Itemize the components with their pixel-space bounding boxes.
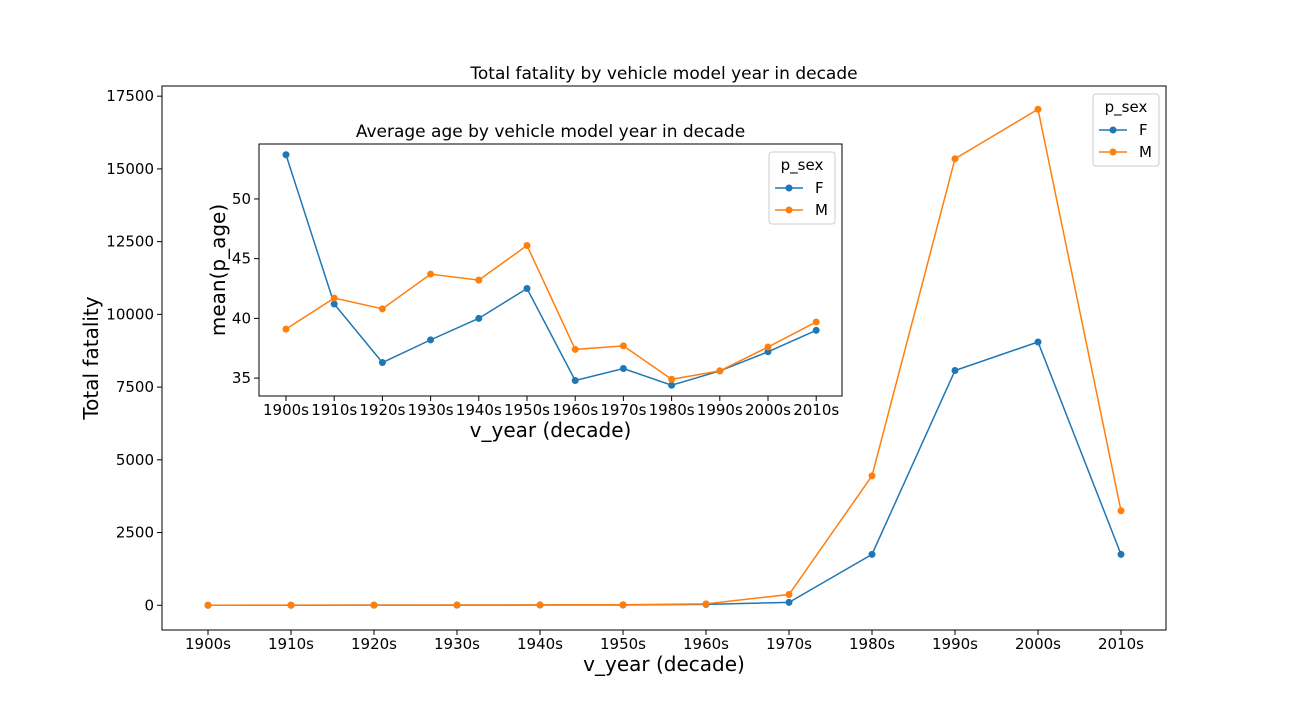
inset-chart: Average age by vehicle model year in dec…: [206, 122, 843, 442]
inset-plot-frame: [258, 143, 843, 397]
inset-data-point-M: [475, 276, 483, 284]
inset-series-line-M: [285, 244, 817, 381]
inset-xtick-label: 1940s: [456, 401, 502, 419]
main-data-point-M: [951, 155, 959, 163]
inset-data-point-M: [716, 367, 724, 375]
main-xtick-label: 2000s: [1015, 635, 1061, 653]
main-ytick-label: 0: [144, 596, 154, 614]
inset-data-point-M: [523, 242, 531, 250]
main-data-point-F: [785, 598, 793, 606]
main-legend-label-F: F: [1139, 121, 1148, 139]
main-ytick-label: 10000: [106, 305, 154, 323]
inset-data-point-M: [330, 294, 338, 302]
main-legend-marker-F: [1109, 126, 1117, 134]
main-ytick-label: 15000: [106, 160, 154, 178]
inset-data-point-M: [619, 342, 627, 350]
main-data-point-F: [1117, 550, 1125, 558]
main-data-point-M: [619, 601, 627, 609]
inset-xtick-label: 1930s: [408, 401, 454, 419]
main-ytick-label: 5000: [116, 451, 154, 469]
inset-data-point-F: [619, 365, 627, 373]
inset-xtick-label: 1910s: [311, 401, 357, 419]
inset-xtick-label: 2000s: [745, 401, 791, 419]
main-chart-title: Total fatality by vehicle model year in …: [469, 64, 857, 84]
inset-ytick-label: 35: [232, 369, 251, 387]
main-legend-label-M: M: [1139, 143, 1152, 161]
main-y-axis-label: Total fatality: [79, 296, 103, 420]
main-data-point-M: [785, 591, 793, 599]
inset-xtick-label: 1920s: [359, 401, 405, 419]
main-xtick-label: 1900s: [185, 635, 231, 653]
inset-legend-label-M: M: [815, 201, 828, 219]
inset-data-point-F: [330, 300, 338, 308]
inset-xtick-label: 1900s: [263, 401, 309, 419]
inset-chart-title: Average age by vehicle model year in dec…: [356, 122, 745, 142]
main-data-point-M: [1034, 105, 1042, 113]
inset-data-point-M: [282, 325, 290, 333]
inset-xtick-label: 1950s: [504, 401, 550, 419]
inset-ytick-label: 45: [232, 250, 251, 268]
main-legend-marker-M: [1109, 148, 1117, 156]
inset-ytick-label: 40: [232, 309, 251, 327]
inset-xtick-label: 1970s: [600, 401, 646, 419]
inset-data-point-F: [523, 285, 531, 293]
inset-legend-title: p_sex: [781, 156, 824, 175]
inset-data-point-F: [475, 314, 483, 322]
main-ytick-label: 2500: [116, 524, 154, 542]
inset-data-point-F: [427, 336, 435, 344]
main-data-point-M: [287, 601, 295, 609]
inset-x-axis-label: v_year (decade): [470, 418, 632, 442]
main-xtick-label: 1960s: [683, 635, 729, 653]
main-data-point-F: [951, 367, 959, 375]
inset-data-point-F: [812, 326, 820, 334]
main-data-point-M: [453, 601, 461, 609]
inset-xtick-label: 1990s: [697, 401, 743, 419]
main-xtick-label: 1990s: [932, 635, 978, 653]
main-ytick-label: 7500: [116, 378, 154, 396]
main-xtick-label: 1930s: [434, 635, 480, 653]
main-legend-title: p_sex: [1105, 98, 1148, 117]
main-data-point-M: [868, 472, 876, 480]
inset-legend-marker-M: [785, 206, 793, 214]
main-series-line-M: [207, 108, 1122, 606]
main-x-axis-label: v_year (decade): [583, 652, 745, 676]
main-xtick-label: 1940s: [517, 635, 563, 653]
main-ytick-label: 17500: [106, 87, 154, 105]
inset-xtick-label: 2010s: [793, 401, 839, 419]
inset-legend-label-F: F: [815, 179, 824, 197]
main-data-point-M: [370, 601, 378, 609]
inset-data-point-M: [378, 305, 386, 313]
inset-data-point-F: [282, 151, 290, 159]
main-xtick-label: 1980s: [849, 635, 895, 653]
inset-data-point-M: [764, 343, 772, 351]
main-data-point-F: [1034, 338, 1042, 346]
main-data-point-M: [536, 601, 544, 609]
inset-xtick-label: 1960s: [552, 401, 598, 419]
inset-data-point-M: [427, 270, 435, 278]
inset-xtick-label: 1980s: [649, 401, 695, 419]
main-data-point-M: [1117, 507, 1125, 515]
main-xtick-label: 2010s: [1098, 635, 1144, 653]
main-xtick-label: 1950s: [600, 635, 646, 653]
inset-data-point-F: [668, 381, 676, 389]
inset-data-point-F: [571, 376, 579, 384]
inset-y-axis-label: mean(p_age): [206, 204, 230, 336]
main-data-point-F: [868, 550, 876, 558]
inset-legend-marker-F: [785, 184, 793, 192]
inset-data-point-F: [378, 359, 386, 367]
main-data-point-M: [204, 601, 212, 609]
main-ytick-label: 12500: [106, 233, 154, 251]
main-xtick-label: 1970s: [766, 635, 812, 653]
main-xtick-label: 1910s: [268, 635, 314, 653]
main-xtick-label: 1920s: [351, 635, 397, 653]
main-data-point-M: [702, 600, 710, 608]
inset-data-point-M: [668, 375, 676, 383]
inset-data-point-M: [571, 345, 579, 353]
inset-ytick-label: 50: [232, 190, 251, 208]
inset-data-point-M: [812, 318, 820, 326]
